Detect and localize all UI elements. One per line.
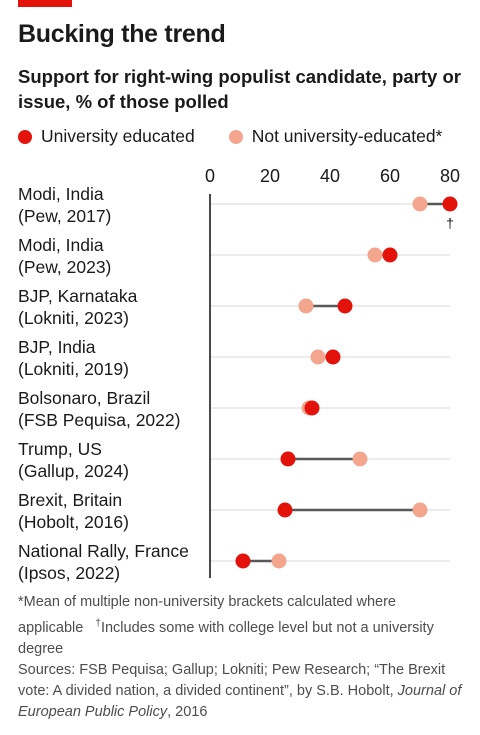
row-label: Trump, US: [18, 439, 102, 459]
row-label: Brexit, Britain: [18, 490, 122, 510]
row-label: Modi, India: [18, 184, 104, 204]
row-label: National Rally, France: [18, 541, 189, 561]
brand-bar: [18, 0, 72, 7]
sources-year: , 2016: [167, 703, 208, 720]
point-university: [382, 247, 398, 263]
row-label: BJP, India: [18, 337, 96, 357]
dagger-symbol: †: [95, 618, 101, 629]
tick-label: 20: [260, 166, 280, 186]
tick-label: 0: [205, 166, 215, 186]
point-non-university: [367, 247, 383, 263]
point-university: [304, 400, 320, 416]
row-sublabel: (Pew, 2023): [18, 257, 111, 277]
row-sublabel: (FSB Pequisa, 2022): [18, 410, 180, 430]
point-university: [325, 349, 341, 365]
tick-label: 40: [320, 166, 340, 186]
point-non-university: [412, 502, 428, 518]
row-sublabel: (Hobolt, 2016): [18, 512, 129, 532]
point-non-university: [352, 451, 368, 467]
point-university: [235, 553, 251, 569]
tick-label: 80: [440, 166, 460, 186]
tick-label: 60: [380, 166, 400, 186]
dagger-marker: †: [446, 215, 454, 231]
sources-text: Sources: FSB Pequisa; Gallup; Lokniti; P…: [18, 660, 468, 723]
legend-non-university-label: Not university-educated*: [251, 126, 443, 146]
chart-subtitle: Support for right-wing populist candidat…: [18, 66, 461, 112]
sources-list: Sources: FSB Pequisa; Gallup; Lokniti; P…: [18, 661, 446, 699]
point-university: [280, 451, 296, 467]
sources-journal: Journal of European Public Policy: [18, 682, 462, 720]
point-university: [277, 502, 293, 518]
footnote-college: Includes some with college level but not…: [18, 619, 434, 657]
point-non-university: [298, 298, 314, 314]
row-sublabel: (Lokniti, 2023): [18, 308, 129, 328]
row-label: Modi, India: [18, 235, 104, 255]
row-sublabel: (Lokniti, 2019): [18, 359, 129, 379]
point-non-university: [310, 349, 326, 365]
point-university: [337, 298, 353, 314]
legend-item-university: University educated: [18, 126, 195, 147]
row-label: BJP, Karnataka: [18, 286, 138, 306]
row-label: Bolsonaro, Brazil: [18, 388, 150, 408]
point-non-university: [412, 196, 428, 212]
chart-title: Bucking the trend: [18, 20, 226, 48]
point-university: [442, 196, 458, 212]
legend-university-label: University educated: [41, 126, 195, 146]
footnote-text: *Mean of multiple non-university bracket…: [18, 592, 468, 660]
legend: University educated Not university-educa…: [18, 126, 476, 147]
row-sublabel: (Pew, 2017): [18, 206, 111, 226]
point-non-university: [271, 553, 287, 569]
row-sublabel: (Ipsos, 2022): [18, 563, 120, 583]
legend-item-non-university: Not university-educated*: [228, 126, 443, 147]
footnote-mean: *Mean of multiple non-university bracket…: [18, 594, 396, 636]
footnotes: *Mean of multiple non-university bracket…: [18, 592, 468, 723]
legend-university-dot: [18, 129, 32, 144]
row-sublabel: (Gallup, 2024): [18, 461, 129, 481]
legend-non-university-dot: [228, 129, 243, 144]
